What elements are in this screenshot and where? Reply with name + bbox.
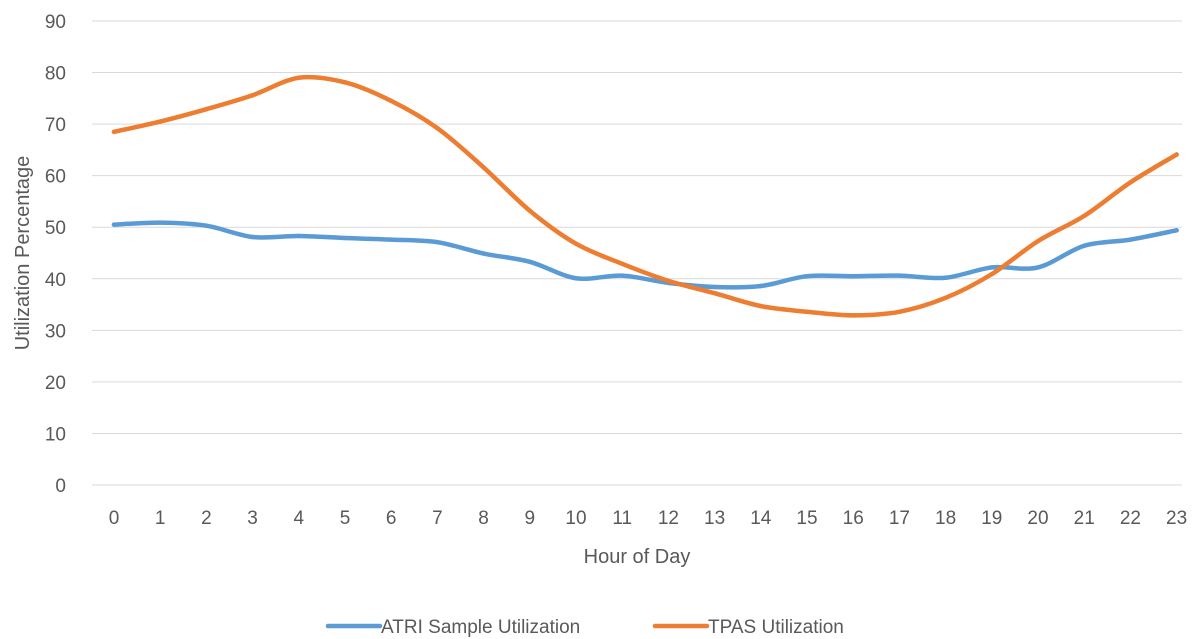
x-tick-label: 19: [981, 508, 1002, 529]
data-point-tpas-utilization: [250, 92, 255, 98]
data-point-tpas-utilization: [342, 80, 348, 85]
x-tick-label: 22: [1120, 508, 1141, 529]
legend: ATRI Sample Utilization TPAS Utilization: [325, 617, 844, 638]
data-point-atri-sample-utilization: [296, 233, 302, 239]
y-tick-label: 50: [45, 218, 66, 239]
series-line-atri-sample-utilization: [111, 220, 1179, 290]
data-point-tpas-utilization: [943, 295, 948, 301]
y-tick-label: 60: [45, 167, 66, 188]
x-tick-label: 21: [1074, 508, 1095, 529]
data-point-tpas-utilization: [804, 309, 810, 315]
data-point-atri-sample-utilization: [804, 273, 810, 279]
x-tick-label: 13: [704, 508, 725, 529]
legend-item: ATRI Sample Utilization: [325, 617, 580, 638]
data-point-atri-sample-utilization: [250, 234, 255, 240]
data-point-tpas-utilization: [481, 165, 486, 170]
data-point-tpas-utilization: [989, 271, 995, 277]
data-point-tpas-utilization: [850, 313, 856, 318]
legend-label: TPAS Utilization: [708, 617, 844, 638]
x-tick-label: 10: [565, 508, 586, 529]
data-point-atri-sample-utilization: [435, 239, 440, 245]
data-point-atri-sample-utilization: [157, 220, 163, 225]
data-point-atri-sample-utilization: [850, 273, 856, 279]
x-tick-label: 23: [1166, 508, 1187, 529]
data-point-atri-sample-utilization: [388, 237, 394, 242]
x-tick-label: 8: [478, 508, 489, 529]
data-point-tpas-utilization: [619, 261, 625, 267]
data-point-tpas-utilization: [897, 309, 902, 315]
data-point-atri-sample-utilization: [1035, 265, 1041, 270]
y-axis-tick-labels: 0 10 20 30 40 50 60 70 80 90: [45, 12, 66, 497]
y-tick-label: 80: [45, 64, 66, 85]
data-point-tpas-utilization: [712, 290, 717, 296]
data-point-atri-sample-utilization: [342, 235, 348, 241]
x-axis-tick-labels: 0 1 2 3 4 5 6 7 8 9 10 11 12 13 14 15 16 17 18 19 20 21 22 23: [109, 508, 1187, 529]
x-tick-label: 11: [612, 508, 632, 529]
x-tick-label: 5: [340, 508, 351, 529]
data-point-atri-sample-utilization: [758, 283, 764, 289]
x-tick-label: 3: [247, 508, 258, 529]
x-tick-label: 14: [750, 508, 772, 529]
y-tick-label: 40: [45, 270, 66, 291]
data-point-atri-sample-utilization: [527, 259, 533, 265]
x-tick-label: 2: [201, 508, 212, 529]
y-tick-label: 90: [45, 12, 66, 33]
data-point-tpas-utilization: [388, 98, 394, 104]
legend-label: ATRI Sample Utilization: [381, 617, 580, 638]
data-point-tpas-utilization: [157, 119, 163, 124]
x-tick-label: 0: [109, 508, 120, 529]
x-tick-label: 9: [525, 508, 536, 529]
y-tick-label: 70: [45, 115, 66, 136]
series-line-tpas-utilization: [111, 74, 1179, 318]
y-tick-label: 10: [45, 424, 66, 445]
data-point-tpas-utilization: [1128, 180, 1133, 185]
data-point-tpas-utilization: [1035, 238, 1041, 244]
x-tick-label: 12: [658, 508, 679, 529]
x-tick-label: 1: [155, 508, 166, 529]
data-point-tpas-utilization: [111, 129, 117, 135]
data-point-tpas-utilization: [1081, 213, 1087, 219]
data-point-atri-sample-utilization: [573, 276, 579, 281]
series-lines: [111, 74, 1179, 318]
data-point-tpas-utilization: [666, 278, 671, 284]
data-point-tpas-utilization: [758, 303, 764, 309]
x-tick-label: 17: [889, 508, 910, 529]
data-point-atri-sample-utilization: [989, 265, 995, 270]
data-point-atri-sample-utilization: [204, 223, 209, 228]
data-point-tpas-utilization: [573, 241, 579, 246]
x-tick-label: 7: [432, 508, 443, 529]
data-point-tpas-utilization: [527, 208, 533, 213]
data-point-atri-sample-utilization: [943, 275, 948, 280]
data-point-atri-sample-utilization: [1128, 237, 1133, 242]
data-point-atri-sample-utilization: [712, 284, 717, 290]
data-point-tpas-utilization: [204, 106, 209, 112]
data-point-tpas-utilization: [1174, 152, 1179, 157]
x-tick-label: 20: [1027, 508, 1048, 529]
x-tick-label: 6: [386, 508, 397, 529]
data-point-atri-sample-utilization: [1081, 243, 1087, 249]
y-axis-title: Utilization Percentage: [12, 156, 34, 351]
data-point-atri-sample-utilization: [1174, 228, 1179, 233]
x-axis-title: Hour of Day: [584, 546, 691, 568]
x-tick-label: 16: [843, 508, 864, 529]
data-point-atri-sample-utilization: [897, 273, 902, 278]
y-tick-label: 20: [45, 373, 66, 394]
x-tick-label: 15: [796, 508, 817, 529]
data-point-tpas-utilization: [296, 75, 302, 80]
data-point-atri-sample-utilization: [111, 222, 117, 227]
data-point-atri-sample-utilization: [619, 273, 625, 278]
x-tick-label: 4: [294, 508, 305, 529]
data-point-tpas-utilization: [435, 125, 440, 131]
y-tick-label: 30: [45, 321, 66, 342]
x-tick-label: 18: [935, 508, 956, 529]
data-point-atri-sample-utilization: [481, 251, 486, 256]
legend-item: TPAS Utilization: [652, 617, 844, 638]
y-tick-label: 0: [55, 476, 66, 497]
